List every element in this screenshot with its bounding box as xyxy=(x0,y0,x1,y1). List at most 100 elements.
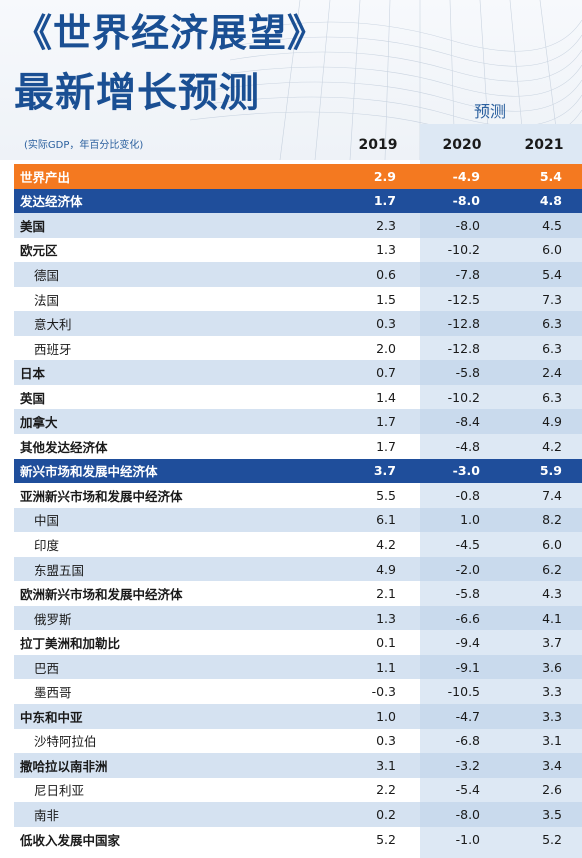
value-2020: -6.8 xyxy=(455,733,480,749)
value-2019: -0.3 xyxy=(371,684,396,700)
value-2019: 2.2 xyxy=(376,782,396,798)
table-row: 意大利 0.3 -12.8 6.3 xyxy=(14,311,582,336)
value-2021: 4.5 xyxy=(542,217,562,233)
row-label: 西班牙 xyxy=(34,341,72,357)
value-2021: 5.4 xyxy=(542,266,562,282)
value-2019: 1.3 xyxy=(376,610,396,626)
row-label: 沙特阿拉伯 xyxy=(34,734,97,750)
value-2019: 0.3 xyxy=(376,733,396,749)
header-banner: 《世界经济展望》 最新增长预测 xyxy=(0,0,582,160)
value-2019: 5.5 xyxy=(376,487,396,503)
column-header-2020: 2020 xyxy=(442,137,482,153)
table-row: 亚洲新兴市场和发展中经济体 5.5 -0.8 7.4 xyxy=(14,483,582,508)
value-2021: 3.1 xyxy=(542,733,562,749)
value-2020: -6.6 xyxy=(455,610,480,626)
table-row: 日本 0.7 -5.8 2.4 xyxy=(14,360,582,385)
value-2021: 6.0 xyxy=(542,536,562,552)
value-2021: 7.4 xyxy=(542,487,562,503)
row-label: 加拿大 xyxy=(20,415,58,431)
value-2021: 3.7 xyxy=(542,635,562,651)
value-2020: -0.8 xyxy=(455,487,480,503)
table-row: 美国 2.3 -8.0 4.5 xyxy=(14,213,582,238)
value-2019: 1.5 xyxy=(376,291,396,307)
value-2019: 0.7 xyxy=(376,365,396,381)
table-row: 欧洲新兴市场和发展中经济体 2.1 -5.8 4.3 xyxy=(14,581,582,606)
value-2020: -7.8 xyxy=(455,266,480,282)
value-2020: -8.0 xyxy=(455,217,480,233)
value-2020: -1.0 xyxy=(455,831,480,847)
value-2019: 1.3 xyxy=(376,242,396,258)
row-label: 墨西哥 xyxy=(34,685,72,701)
value-2021: 6.3 xyxy=(542,340,562,356)
table-row: 尼日利亚 2.2 -5.4 2.6 xyxy=(14,778,582,803)
value-2020: -4.7 xyxy=(455,708,480,724)
row-label: 英国 xyxy=(20,390,46,406)
value-2021: 3.3 xyxy=(542,708,562,724)
value-2019: 3.1 xyxy=(376,757,396,773)
row-label: 撒哈拉以南非洲 xyxy=(20,758,108,774)
row-label: 南非 xyxy=(34,807,60,823)
table-row: 西班牙 2.0 -12.8 6.3 xyxy=(14,336,582,361)
value-2021: 7.3 xyxy=(542,291,562,307)
row-label: 发达经济体 xyxy=(20,194,83,210)
table-row: 新兴市场和发展中经济体 3.7 -3.0 5.9 xyxy=(14,458,582,484)
value-2020: -8.0 xyxy=(455,806,480,822)
table-row: 东盟五国 4.9 -2.0 6.2 xyxy=(14,556,582,582)
value-2021: 6.3 xyxy=(542,389,562,405)
table-row: 德国 0.6 -7.8 5.4 xyxy=(14,262,582,287)
value-2020: 1.0 xyxy=(460,512,480,528)
value-2021: 4.2 xyxy=(542,438,562,454)
value-2020: -2.0 xyxy=(455,561,480,577)
value-2021: 4.3 xyxy=(542,586,562,602)
title-line-2: 最新增长预测 xyxy=(14,70,260,116)
value-2021: 6.0 xyxy=(542,242,562,258)
value-2020: -8.0 xyxy=(452,193,480,209)
units-note: (实际GDP，年百分比变化) xyxy=(24,140,144,151)
value-2020: -12.8 xyxy=(447,316,480,332)
table-row: 低收入发展中国家 5.2 -1.0 5.2 xyxy=(14,827,582,852)
table-row: 撒哈拉以南非洲 3.1 -3.2 3.4 xyxy=(14,753,582,778)
row-label: 法国 xyxy=(34,292,60,308)
table-row: 南非 0.2 -8.0 3.5 xyxy=(14,802,582,827)
table-row: 沙特阿拉伯 0.3 -6.8 3.1 xyxy=(14,729,582,754)
value-2020: -12.5 xyxy=(447,291,480,307)
value-2021: 8.2 xyxy=(542,512,562,528)
row-label: 世界产出 xyxy=(20,169,71,185)
value-2020: -9.4 xyxy=(455,635,480,651)
value-2021: 3.6 xyxy=(542,659,562,675)
value-2019: 2.3 xyxy=(376,217,396,233)
value-2019: 3.7 xyxy=(373,463,396,479)
value-2020: -4.8 xyxy=(455,438,480,454)
row-label: 意大利 xyxy=(34,317,72,333)
row-label: 德国 xyxy=(34,267,60,283)
value-2019: 0.2 xyxy=(376,806,396,822)
value-2019: 1.7 xyxy=(376,438,396,454)
value-2019: 2.9 xyxy=(373,168,396,184)
row-label: 拉丁美洲和加勒比 xyxy=(20,636,121,652)
value-2019: 4.9 xyxy=(376,561,396,577)
row-label: 低收入发展中国家 xyxy=(20,832,121,848)
row-label: 尼日利亚 xyxy=(34,783,85,799)
row-label: 中东和中亚 xyxy=(20,709,83,725)
row-label: 其他发达经济体 xyxy=(20,439,108,455)
value-2021: 2.6 xyxy=(542,782,562,798)
value-2020: -4.5 xyxy=(455,536,480,552)
value-2020: -10.2 xyxy=(447,242,480,258)
row-label: 美国 xyxy=(20,218,46,234)
row-label: 新兴市场和发展中经济体 xyxy=(20,464,158,480)
row-label: 欧元区 xyxy=(20,243,58,259)
row-label: 俄罗斯 xyxy=(34,611,72,627)
value-2020: -10.5 xyxy=(447,684,480,700)
value-2021: 4.1 xyxy=(542,610,562,626)
table-row: 中国 6.1 1.0 8.2 xyxy=(14,507,582,533)
value-2021: 3.3 xyxy=(542,684,562,700)
table-row: 加拿大 1.7 -8.4 4.9 xyxy=(14,409,582,435)
value-2020: -3.2 xyxy=(455,757,480,773)
row-label: 欧洲新兴市场和发展中经济体 xyxy=(20,587,183,603)
value-2019: 1.7 xyxy=(376,414,396,430)
value-2019: 5.2 xyxy=(376,831,396,847)
title-line-1: 《世界经济展望》 xyxy=(14,11,327,55)
value-2021: 4.8 xyxy=(539,193,562,209)
value-2020: -3.0 xyxy=(452,463,480,479)
table-row: 英国 1.4 -10.2 6.3 xyxy=(14,385,582,410)
